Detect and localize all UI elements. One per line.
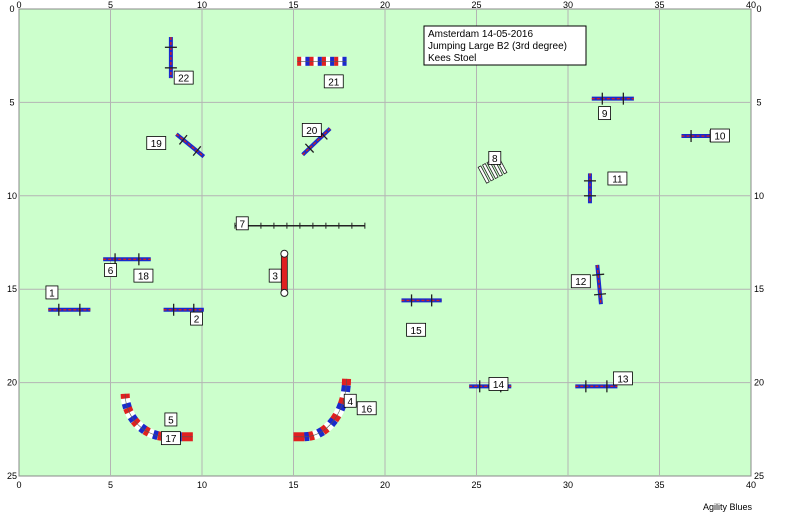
obstacle-number-label: 18 bbox=[134, 269, 153, 283]
x-tick-label-top: 0 bbox=[16, 0, 21, 10]
tire-end bbox=[281, 250, 288, 257]
label-text: 17 bbox=[165, 434, 177, 445]
y-tick-label-left: 15 bbox=[7, 284, 17, 294]
y-tick-label-left: 10 bbox=[7, 191, 17, 201]
label-text: 15 bbox=[411, 326, 423, 337]
x-tick-label-top: 5 bbox=[108, 0, 113, 10]
label-text: 10 bbox=[714, 132, 726, 143]
y-tick-label-left: 5 bbox=[9, 97, 14, 107]
label-text: 14 bbox=[493, 380, 505, 391]
obstacle-number-label: 9 bbox=[599, 107, 611, 121]
y-tick-label-left: 0 bbox=[9, 4, 14, 14]
obstacle-number-label: 7 bbox=[236, 217, 248, 231]
y-tick-label-left: 25 bbox=[7, 471, 17, 481]
obstacle-number-label: 13 bbox=[613, 372, 632, 386]
obstacle-number-label: 2 bbox=[191, 312, 203, 326]
x-tick-label-top: 40 bbox=[746, 0, 756, 10]
label-text: 1 bbox=[49, 288, 55, 299]
info-box: Amsterdam 14-05-2016 Jumping Large B2 (3… bbox=[424, 26, 586, 65]
label-text: 20 bbox=[306, 126, 318, 137]
footer-brand: Agility Blues bbox=[703, 502, 753, 512]
x-tick-label-bottom: 10 bbox=[197, 480, 207, 490]
label-text: 22 bbox=[178, 74, 190, 85]
x-tick-label-top: 30 bbox=[563, 0, 573, 10]
info-venue-date: Amsterdam 14-05-2016 bbox=[428, 29, 533, 40]
label-text: 7 bbox=[239, 219, 245, 230]
label-text: 11 bbox=[612, 174, 623, 185]
x-tick-label-bottom: 5 bbox=[108, 480, 113, 490]
label-text: 12 bbox=[575, 277, 587, 288]
label-text: 5 bbox=[168, 415, 174, 426]
x-tick-label-bottom: 20 bbox=[380, 480, 390, 490]
obstacle-number-label: 12 bbox=[571, 275, 590, 289]
obstacle-number-label: 17 bbox=[161, 432, 180, 446]
obstacle-number-label: 14 bbox=[489, 377, 508, 391]
label-text: 13 bbox=[617, 374, 629, 385]
x-tick-label-bottom: 30 bbox=[563, 480, 573, 490]
obstacle-number-label: 5 bbox=[165, 413, 177, 427]
x-tick-label-top: 35 bbox=[654, 0, 664, 10]
obstacle-number-label: 16 bbox=[357, 402, 376, 416]
label-text: 9 bbox=[602, 109, 608, 120]
label-text: 19 bbox=[151, 139, 163, 150]
obstacle-number-label: 6 bbox=[105, 264, 117, 278]
y-tick-label-left: 20 bbox=[7, 378, 17, 388]
x-tick-label-bottom: 0 bbox=[16, 480, 21, 490]
y-tick-label-right: 20 bbox=[754, 378, 764, 388]
x-tick-label-bottom: 15 bbox=[288, 480, 298, 490]
x-tick-label-bottom: 35 bbox=[654, 480, 664, 490]
y-tick-label-right: 15 bbox=[754, 284, 764, 294]
info-judge: Kees Stoel bbox=[428, 53, 476, 64]
obstacle-number-label: 4 bbox=[344, 394, 356, 408]
x-tick-label-top: 25 bbox=[471, 0, 481, 10]
x-tick-label-top: 15 bbox=[288, 0, 298, 10]
obstacle-number-label: 3 bbox=[269, 269, 281, 283]
label-text: 6 bbox=[108, 266, 114, 277]
label-text: 21 bbox=[328, 77, 340, 88]
label-text: 18 bbox=[138, 272, 150, 283]
label-text: 3 bbox=[272, 272, 278, 283]
tire-frame bbox=[281, 254, 287, 293]
obstacle-number-label: 10 bbox=[710, 129, 729, 143]
tire-3 bbox=[281, 250, 288, 296]
label-text: 16 bbox=[361, 404, 373, 415]
obstacle-number-label: 19 bbox=[147, 136, 166, 150]
obstacle-number-label: 15 bbox=[407, 323, 426, 337]
y-tick-label-right: 10 bbox=[754, 191, 764, 201]
y-tick-label-right: 25 bbox=[754, 471, 764, 481]
y-tick-label-right: 0 bbox=[756, 4, 761, 14]
obstacle-number-label: 22 bbox=[174, 71, 193, 85]
x-tick-label-bottom: 25 bbox=[471, 480, 481, 490]
label-text: 8 bbox=[492, 154, 498, 165]
label-text: 2 bbox=[194, 315, 200, 326]
obstacle-number-label: 11 bbox=[608, 172, 627, 186]
obstacle-number-label: 20 bbox=[302, 123, 321, 137]
tire-end bbox=[281, 289, 288, 296]
label-text: 4 bbox=[347, 397, 353, 408]
obstacle-number-label: 1 bbox=[46, 286, 58, 300]
obstacle-number-label: 21 bbox=[324, 75, 343, 89]
x-tick-label-top: 20 bbox=[380, 0, 390, 10]
y-tick-label-right: 5 bbox=[756, 97, 761, 107]
obstacle-number-label: 8 bbox=[489, 151, 501, 165]
x-tick-label-bottom: 40 bbox=[746, 480, 756, 490]
info-class: Jumping Large B2 (3rd degree) bbox=[428, 41, 567, 52]
x-tick-label-top: 10 bbox=[197, 0, 207, 10]
